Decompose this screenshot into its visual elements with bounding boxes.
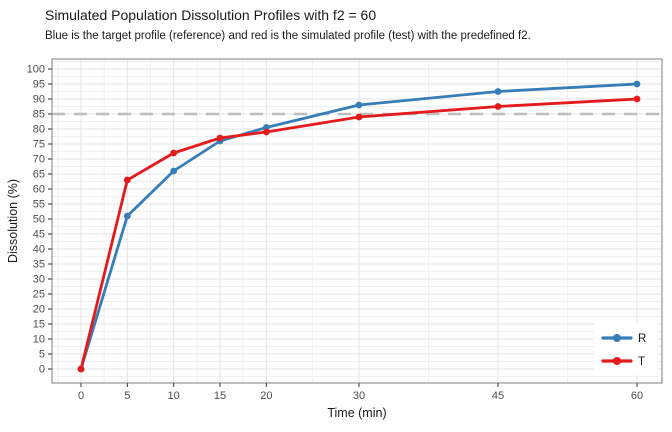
- x-axis-tick-label: 20: [260, 390, 272, 402]
- series-T-point: [355, 113, 363, 121]
- x-axis-title: Time (min): [327, 406, 386, 420]
- series-T-point: [123, 176, 131, 184]
- y-axis-tick-label: 50: [33, 214, 45, 226]
- legend-key-point-R: [613, 334, 621, 342]
- x-axis-tick-label: 10: [168, 390, 180, 402]
- y-axis-tick-label: 65: [33, 169, 45, 181]
- series-R-point: [355, 101, 363, 109]
- series-T-point: [262, 128, 270, 136]
- y-axis-tick-label: 55: [33, 199, 45, 211]
- y-axis-tick-label: 0: [39, 364, 45, 376]
- series-T-point: [633, 95, 641, 103]
- series-R-point: [123, 212, 131, 220]
- x-axis-tick-label: 45: [492, 390, 504, 402]
- y-axis-tick-label: 60: [33, 184, 45, 196]
- x-axis-tick-label: 60: [631, 390, 643, 402]
- y-axis-tick-label: 95: [33, 79, 45, 91]
- legend-key-point-T: [613, 357, 621, 365]
- y-axis-tick-label: 15: [33, 319, 45, 331]
- x-axis-tick-label: 30: [353, 390, 365, 402]
- panel-border: [51, 58, 663, 384]
- legend-background: [594, 323, 658, 375]
- legend-label-R: R: [638, 333, 646, 345]
- legend: RT: [594, 323, 658, 375]
- y-axis-tick-label: 90: [33, 94, 45, 106]
- y-axis-tick-label: 100: [27, 64, 45, 76]
- y-axis-tick-label: 45: [33, 229, 45, 241]
- chart-title: Simulated Population Dissolution Profile…: [45, 7, 377, 23]
- y-axis-tick-label: 25: [33, 289, 45, 301]
- series-T-line: [79, 97, 639, 371]
- series-R-point: [633, 80, 641, 88]
- series-T-point: [216, 134, 224, 142]
- y-axis-tick-label: 75: [33, 139, 45, 151]
- y-axis-tick-label: 30: [33, 274, 45, 286]
- y-axis-tick-label: 80: [33, 124, 45, 136]
- series-R-point: [494, 88, 502, 95]
- y-axis-title: Dissolution (%): [6, 179, 20, 263]
- y-axis-tick-label: 10: [33, 334, 45, 346]
- y-axis-tick-label: 70: [33, 154, 45, 166]
- x-axis-tick-label: 15: [214, 390, 226, 402]
- x-axis-tick-label: 5: [124, 390, 130, 402]
- series-T-point: [77, 365, 85, 373]
- series-T-point: [170, 149, 178, 157]
- y-axis-tick-label: 40: [33, 244, 45, 256]
- series-R-point: [170, 167, 178, 175]
- legend-label-T: T: [638, 356, 645, 368]
- y-axis-tick-label: 5: [39, 349, 45, 361]
- y-axis-tick-label: 85: [33, 109, 45, 121]
- y-axis-tick-label: 20: [33, 304, 45, 316]
- x-axis-tick-label: 0: [78, 390, 84, 402]
- series-T-point: [494, 103, 502, 110]
- y-axis-tick-label: 35: [33, 259, 45, 271]
- chart-subtitle: Blue is the target profile (reference) a…: [45, 30, 531, 42]
